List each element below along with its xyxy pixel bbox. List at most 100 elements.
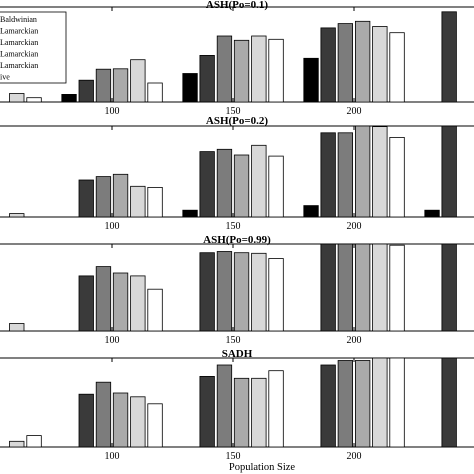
x-tick-label: 100 <box>105 106 120 117</box>
bar <box>372 357 388 448</box>
bar <box>78 179 94 218</box>
chart-panel: 100 150 200 ASH(Po=0.2) <box>0 115 474 232</box>
bar <box>147 186 163 218</box>
bar <box>233 377 250 448</box>
bar <box>199 252 215 332</box>
bar <box>216 364 233 448</box>
bar <box>147 82 163 103</box>
bar <box>199 375 215 448</box>
bar <box>112 392 129 448</box>
bar <box>251 144 267 218</box>
bar <box>182 209 198 218</box>
bar <box>372 243 388 332</box>
bar <box>354 243 371 332</box>
bar <box>441 243 457 332</box>
bar <box>441 11 457 103</box>
bar <box>424 209 440 218</box>
bar <box>199 55 215 103</box>
bar <box>233 39 250 103</box>
bar <box>78 393 94 448</box>
bar <box>251 252 267 332</box>
x-tick-label: 150 <box>226 106 241 117</box>
bar <box>199 151 215 218</box>
bar <box>389 357 405 448</box>
bar <box>78 79 94 103</box>
x-tick-label: 150 <box>226 221 241 232</box>
bar <box>95 176 112 218</box>
bar <box>130 396 146 448</box>
x-tick-label: 200 <box>347 335 362 346</box>
bar <box>9 213 25 218</box>
panel-title: ASH(Po=0.1) <box>206 0 269 11</box>
legend-entry: ive <box>0 73 10 82</box>
bar <box>182 73 198 103</box>
bar <box>337 132 354 218</box>
bar <box>26 97 42 103</box>
bar <box>233 252 250 332</box>
bar <box>78 275 94 332</box>
bar <box>147 288 163 332</box>
bar <box>303 205 319 218</box>
bar <box>372 26 388 103</box>
bar <box>337 360 354 448</box>
legend: Baldwinian Lamarckian Lamarckian Lamarckian… <box>0 11 67 84</box>
x-tick-label: 100 <box>105 335 120 346</box>
bar <box>112 173 129 218</box>
legend-box <box>0 11 67 84</box>
legend-entry: Lamarckian <box>0 27 38 36</box>
panel-title: ASH(Po=0.2) <box>206 115 269 127</box>
bar <box>9 440 25 448</box>
bar <box>389 136 405 218</box>
x-tick-label: 200 <box>347 451 362 462</box>
bar <box>441 125 457 218</box>
x-tick-label: 100 <box>105 221 120 232</box>
bar <box>112 68 129 103</box>
bar <box>354 20 371 103</box>
chart-panel: 100 150 200 ASH(Po=0.99) <box>0 234 474 346</box>
bar <box>216 251 233 332</box>
bar <box>303 57 319 103</box>
panel-title: ASH(Po=0.99) <box>203 234 271 246</box>
bar <box>441 357 457 448</box>
panel-title: SADH <box>222 348 253 360</box>
bar <box>26 435 42 448</box>
x-tick-label: 150 <box>226 335 241 346</box>
bar <box>216 148 233 218</box>
chart-panel: 100 150 200 SADH <box>0 348 474 462</box>
bar <box>372 126 388 218</box>
bar <box>130 275 146 332</box>
bar <box>320 27 336 103</box>
bar <box>95 381 112 448</box>
bar <box>354 125 371 218</box>
bar <box>354 360 371 448</box>
x-tick-label: 200 <box>347 221 362 232</box>
bar <box>268 38 284 103</box>
bar <box>389 244 405 332</box>
bar <box>9 323 25 332</box>
bar <box>389 32 405 103</box>
bar <box>147 403 163 448</box>
legend-entry: Lamarckian <box>0 61 38 70</box>
legend-entry: Lamarckian <box>0 38 38 47</box>
bar <box>95 266 112 332</box>
chart-panel: 100 150 200 ASH(Po=0.1) <box>0 0 474 117</box>
bar <box>268 370 284 448</box>
bar <box>337 243 354 332</box>
bar <box>251 377 267 448</box>
legend-entry: Baldwinian <box>0 15 37 24</box>
x-axis-label: Population Size <box>229 462 296 473</box>
x-tick-label: 200 <box>347 106 362 117</box>
x-tick-label: 100 <box>105 451 120 462</box>
legend-entry: Lamarckian <box>0 50 38 59</box>
bar <box>251 35 267 103</box>
bar <box>9 93 25 103</box>
bar <box>130 59 146 103</box>
bar <box>320 243 336 332</box>
bar <box>337 23 354 103</box>
bar <box>320 364 336 448</box>
bar <box>130 185 146 218</box>
bar <box>216 35 233 103</box>
bar <box>268 155 284 218</box>
bar <box>112 272 129 332</box>
